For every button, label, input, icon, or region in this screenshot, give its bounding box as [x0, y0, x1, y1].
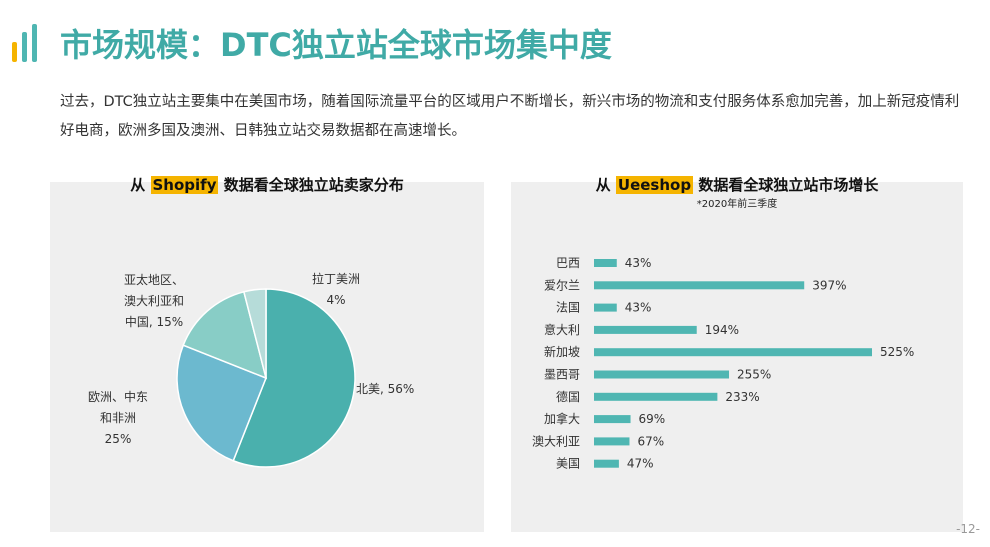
pie-label-line: 亚太地区、 — [124, 273, 185, 287]
bar-2 — [594, 303, 617, 312]
shopify-chart-title: 从 Shopify 数据看全球独立站卖家分布 — [50, 174, 484, 195]
title-highlight: Shopify — [150, 176, 219, 194]
bar-7 — [594, 415, 631, 424]
bar-6 — [594, 392, 718, 401]
pie-slice-0 — [232, 288, 356, 468]
ueeshop-chart-panel — [511, 182, 963, 532]
bar-value-label: 255% — [737, 368, 771, 382]
bar-category-label: 加拿大 — [544, 411, 580, 426]
accent-bar-teal-tall — [32, 24, 37, 62]
bar-category-label: 意大利 — [544, 322, 580, 337]
pie-slice-1 — [176, 344, 267, 462]
bar-category-label: 爱尔兰 — [544, 277, 580, 292]
bar-value-label: 194% — [705, 323, 739, 337]
bar-value-label: 43% — [625, 301, 652, 315]
bar-1 — [594, 281, 805, 290]
bar-value-label: 69% — [639, 412, 666, 426]
pie-label-line: 4% — [326, 293, 346, 307]
bar-3 — [594, 325, 697, 334]
pie-label-2: 亚太地区、澳大利亚和中国, 15% — [124, 270, 184, 333]
pie-label-line: 北美, 56% — [356, 382, 415, 396]
bar-category-label: 新加坡 — [544, 344, 580, 359]
bar-category-label: 巴西 — [556, 256, 580, 270]
bar-0 — [594, 259, 617, 267]
bar-5 — [594, 370, 730, 379]
accent-bar-yellow — [12, 42, 17, 62]
page-number: -12- — [956, 522, 980, 536]
bar-value-label: 43% — [625, 256, 652, 270]
title-prefix: 从 — [595, 176, 616, 194]
title-highlight: Ueeshop — [615, 176, 694, 194]
title-suffix: 数据看全球独立站市场增长 — [693, 176, 879, 194]
pie-label-line: 25% — [104, 432, 132, 446]
pie-slice-2 — [182, 290, 268, 380]
pie-label-3: 拉丁美洲 4% — [312, 269, 360, 311]
bar-category-label: 法国 — [556, 301, 580, 315]
pie-label-line: 拉丁美洲 — [312, 272, 361, 286]
bar-category-label: 澳大利亚 — [532, 434, 580, 448]
pie-label-line: 澳大利亚和 — [124, 294, 185, 308]
bar-8 — [594, 437, 630, 446]
title-suffix: 数据看全球独立站卖家分布 — [218, 176, 404, 194]
bar-category-label: 墨西哥 — [544, 368, 580, 382]
accent-bar-teal — [22, 32, 27, 62]
bar-category-label: 德国 — [556, 389, 580, 404]
bar-value-label: 233% — [725, 390, 759, 404]
bar-value-label: 47% — [627, 457, 654, 471]
shopify-pie-chart — [176, 288, 356, 468]
ueeshop-chart-title: 从 Ueeshop 数据看全球独立站市场增长 — [511, 174, 963, 195]
page-title: 市场规模：DTC独立站全球市场集中度 — [60, 26, 612, 64]
bar-4 — [594, 348, 872, 357]
ueeshop-bar-chart: 巴西 43% 爱尔兰 397% 法国 43% 意大利 194% 新加坡 525% 墨西哥 255% 德国… — [532, 256, 914, 471]
pie-label-0: 北美, 56% — [356, 379, 414, 400]
bar-category-label: 美国 — [556, 457, 580, 471]
ueeshop-chart-note: *2020年前三季度 — [696, 199, 778, 210]
bar-value-label: 67% — [637, 434, 664, 448]
bar-value-label: 525% — [880, 345, 914, 359]
pie-label-line: 和非洲 — [100, 411, 137, 425]
bar-9 — [594, 459, 619, 468]
pie-label-line: 欧洲、中东 — [88, 390, 149, 404]
bar-value-label: 397% — [812, 278, 846, 292]
title-prefix: 从 — [130, 176, 151, 194]
pie-label-1: 欧洲、中东和非洲 25% — [88, 387, 148, 450]
pie-label-line: 中国, 15% — [124, 315, 184, 329]
title-accent-bars — [12, 22, 40, 62]
intro-paragraph: 过去，DTC独立站主要集中在美国市场，随着国际流量平台的区域用户不断增长，新兴市… — [60, 94, 960, 139]
pie-slice-3 — [242, 288, 267, 379]
